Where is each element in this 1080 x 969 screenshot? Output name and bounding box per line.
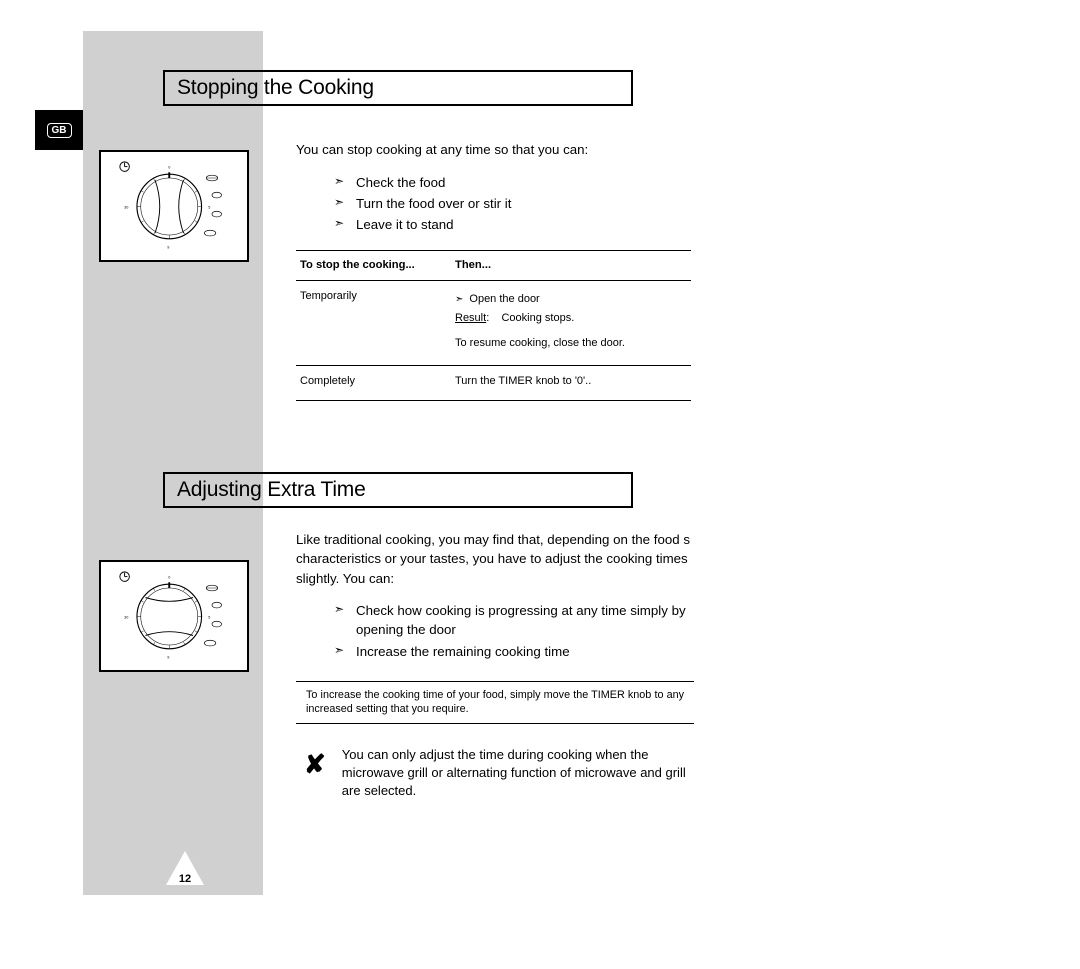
svg-text:30: 30 [124, 615, 128, 619]
svg-text:9: 9 [167, 655, 169, 659]
bullet-check-food: Check the food [334, 173, 696, 192]
svg-text:9: 9 [167, 245, 169, 249]
section2-intro: Like traditional cooking, you may find t… [296, 530, 706, 588]
heading-stopping-text: Stopping the Cooking [177, 76, 374, 100]
page-number: 12 [166, 854, 204, 885]
table-row: Temporarily Open the door Result: Cookin… [296, 280, 691, 366]
th-left: To stop the cooking... [296, 251, 451, 280]
section1-intro: You can stop cooking at any time so that… [296, 140, 696, 159]
svg-text:30: 30 [124, 205, 128, 209]
section2-bullets: Check how cooking is progressing at any … [296, 601, 706, 661]
bullet-turn-food: Turn the food over or stir it [334, 194, 696, 213]
country-badge-label: GB [47, 123, 72, 138]
bullet-increase-time: Increase the remaining cooking time [334, 642, 706, 661]
bullet-leave-stand: Leave it to stand [334, 215, 696, 234]
table-row: Completely Turn the TIMER knob to '0'.. [296, 366, 691, 401]
country-badge: GB [35, 110, 83, 150]
td-temporarily-actions: Open the door Result: Cooking stops. To … [451, 280, 691, 366]
section2-content: Like traditional cooking, you may find t… [296, 530, 706, 801]
warning-text: You can only adjust the time during cook… [342, 746, 696, 801]
stop-table: To stop the cooking... Then... Temporari… [296, 250, 691, 401]
svg-text:5: 5 [208, 615, 210, 619]
heading-stopping: Stopping the Cooking [163, 70, 633, 106]
timer-dial-icon: 0 5 9 30 [109, 159, 239, 254]
th-right: Then... [451, 251, 691, 280]
dial-illustration-1: 0 5 9 30 [99, 150, 249, 262]
td-completely-action: Turn the TIMER knob to '0'.. [451, 366, 691, 401]
svg-text:5: 5 [208, 205, 210, 209]
row-open-door: Open the door [455, 292, 687, 308]
timer-dial-icon: 0 5 9 30 [109, 569, 239, 664]
td-completely: Completely [296, 366, 451, 401]
note-box: To increase the cooking time of your foo… [296, 681, 694, 724]
heading-adjusting: Adjusting Extra Time [163, 472, 633, 508]
warning-row: ✘ You can only adjust the time during co… [296, 746, 696, 801]
td-temporarily: Temporarily [296, 280, 451, 366]
svg-text:0: 0 [168, 575, 170, 579]
row-result: Result: Cooking stops. [455, 311, 687, 327]
svg-text:0: 0 [168, 165, 170, 169]
heading-adjusting-text: Adjusting Extra Time [177, 478, 366, 502]
bullet-check-progress: Check how cooking is progressing at any … [334, 601, 706, 640]
section1-bullets: Check the food Turn the food over or sti… [296, 173, 696, 235]
cross-icon: ✘ [296, 746, 326, 784]
section1-content: You can stop cooking at any time so that… [296, 140, 696, 401]
dial-illustration-2: 0 5 9 30 [99, 560, 249, 672]
row-resume: To resume cooking, close the door. [455, 336, 687, 352]
